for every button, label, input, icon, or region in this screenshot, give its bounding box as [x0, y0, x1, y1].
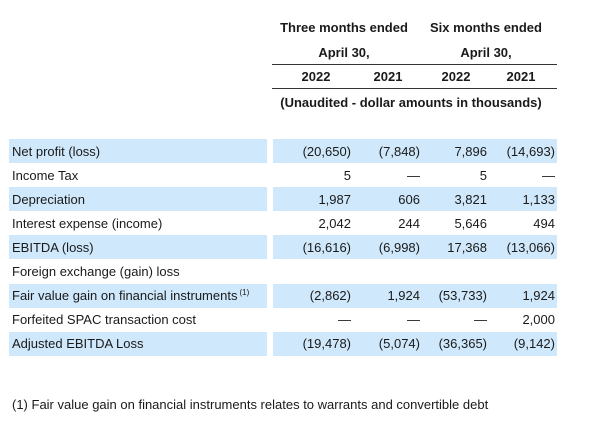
value-cell: — — [338, 312, 351, 328]
table-row: Interest expense (income) 2,042 244 5,646 49… — [9, 211, 557, 235]
table-row: Fair value gain on financial instruments… — [9, 283, 557, 308]
header-six-months: Six months ended — [430, 20, 542, 35]
value-cell: 5 — [479, 167, 487, 183]
row-label: EBITDA (loss) — [12, 239, 94, 255]
row-label-cell: Adjusted EBITDA Loss — [9, 331, 267, 356]
header-year-2: 2021 — [373, 69, 403, 84]
header-three-months: Three months ended — [280, 20, 408, 35]
value-cell: (7,848) — [353, 139, 422, 164]
value-cell: 494 — [533, 215, 555, 231]
value-cell: (6,998) — [353, 235, 422, 260]
value-cell — [353, 259, 422, 283]
table-row: Foreign exchange (gain) loss — [9, 259, 557, 283]
row-label-cell: Depreciation — [9, 187, 267, 212]
row-label-cell: Net profit (loss) — [9, 139, 267, 164]
row-label: Forfeited SPAC transaction cost — [12, 312, 197, 328]
value-cell: (14,693) — [489, 139, 557, 164]
value-cell: (5,074) — [353, 331, 422, 356]
value-cell — [422, 259, 489, 283]
table-row: Depreciation 1,987 606 3,821 1,133 — [9, 187, 557, 212]
value-cell: (19,478) — [273, 331, 353, 356]
row-label: Adjusted EBITDA Loss — [12, 336, 144, 352]
row-label: Fair value gain on financial instruments — [12, 288, 238, 304]
value-cell: (13,066) — [489, 235, 557, 260]
row-label-cell: Fair value gain on financial instruments… — [9, 283, 267, 308]
row-label: Interest expense (income) — [12, 215, 163, 231]
value-cell — [489, 259, 557, 283]
header-year-3: 2022 — [441, 69, 471, 84]
footnote-ref: (1) — [239, 288, 250, 298]
header-year-1: 2022 — [301, 69, 331, 84]
table-row: Net profit (loss) (20,650) (7,848) 7,896 (14… — [9, 139, 557, 164]
row-label: Depreciation — [12, 191, 85, 207]
value-cell: 2,042 — [318, 215, 351, 231]
row-label: Foreign exchange (gain) loss — [12, 264, 180, 280]
header-six-months-date: April 30, — [460, 45, 512, 60]
value-cell: (9,142) — [489, 331, 557, 356]
value-cell: (16,616) — [273, 235, 353, 260]
header-three-months-date: April 30, — [318, 45, 370, 60]
value-cell: 7,896 — [422, 139, 489, 164]
value-cell: 1,987 — [273, 187, 353, 212]
row-label-cell: Interest expense (income) — [9, 211, 267, 235]
value-cell: — — [542, 167, 555, 183]
row-label-cell: Income Tax — [9, 163, 267, 187]
value-cell: 3,821 — [422, 187, 489, 212]
row-label-cell: Foreign exchange (gain) loss — [9, 259, 267, 283]
value-cell: 2,000 — [522, 312, 555, 328]
value-cell: 5 — [343, 167, 351, 183]
header-rule-top — [272, 64, 557, 65]
value-cell: (53,733) — [422, 283, 489, 308]
footnote: (1) Fair value gain on financial instrum… — [12, 397, 489, 412]
value-cell: 244 — [398, 215, 420, 231]
value-cell: 1,133 — [489, 187, 557, 212]
value-cell: 17,368 — [422, 235, 489, 260]
table-row: EBITDA (loss) (16,616) (6,998) 17,368 (13,06… — [9, 235, 557, 260]
value-cell: 606 — [353, 187, 422, 212]
value-cell — [273, 259, 353, 283]
value-cell: — — [407, 312, 420, 328]
row-label: Net profit (loss) — [12, 143, 101, 159]
unaudited-note: (Unaudited - dollar amounts in thousands… — [280, 95, 542, 110]
header-rule-bottom — [272, 88, 557, 89]
row-label-cell: EBITDA (loss) — [9, 235, 267, 260]
value-cell: (2,862) — [273, 283, 353, 308]
financial-table-body: Net profit (loss) (20,650) (7,848) 7,896 (14… — [9, 139, 557, 356]
value-cell: (36,365) — [422, 331, 489, 356]
value-cell: 1,924 — [353, 283, 422, 308]
financial-table: Net profit (loss) (20,650) (7,848) 7,896 (14… — [9, 139, 557, 356]
table-row: Income Tax 5 — 5 — — [9, 163, 557, 187]
value-cell: 5,646 — [454, 215, 487, 231]
table-row: Adjusted EBITDA Loss (19,478) (5,074) (36,3… — [9, 331, 557, 356]
value-cell: — — [407, 167, 420, 183]
value-cell: 1,924 — [489, 283, 557, 308]
value-cell: — — [474, 312, 487, 328]
row-label: Income Tax — [12, 167, 79, 183]
header-year-4: 2021 — [506, 69, 536, 84]
value-cell: (20,650) — [273, 139, 353, 164]
table-row: Forfeited SPAC transaction cost — — — 2,000 — [9, 308, 557, 332]
row-label-cell: Forfeited SPAC transaction cost — [9, 308, 267, 332]
